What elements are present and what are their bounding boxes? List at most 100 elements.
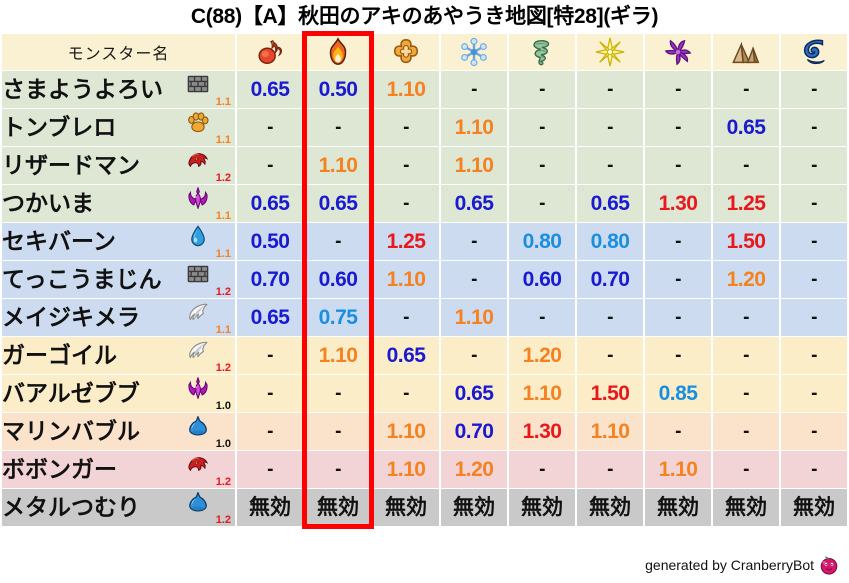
resistance-cell-earth: - — [713, 413, 779, 450]
resistance-cell-dark: 0.85 — [645, 375, 711, 412]
table-row: セキバーン 1.1 0.50-1.25-0.80 0.80-1.50- — [2, 223, 847, 260]
monster-family-badge: 1.2 — [185, 263, 231, 298]
resistance-cell-dark: - — [645, 71, 711, 108]
resistance-cell-light: - — [577, 109, 643, 146]
monster-family-badge: 1.2 — [185, 339, 231, 374]
dragon-head-icon — [187, 453, 209, 475]
monster-name-cell[interactable]: リザードマン 1.2 — [2, 147, 235, 184]
resistance-cell-wind: 1.20 — [509, 337, 575, 374]
resistance-cell-light: - — [577, 71, 643, 108]
blue-slime-icon — [187, 415, 209, 437]
monster-name-cell[interactable]: メイジキメラ 1.1 — [2, 299, 235, 336]
column-header-flame — [305, 34, 371, 70]
resistance-cell-water: - — [781, 299, 847, 336]
resistance-cell-meteor: - — [237, 337, 303, 374]
resistance-cell-wind: - — [509, 185, 575, 222]
white-wing-icon — [187, 339, 209, 361]
monster-version-label: 1.2 — [215, 286, 231, 298]
resistance-cell-wind: - — [509, 299, 575, 336]
monster-name-label: バアルゼブブ — [2, 380, 140, 406]
monster-family-badge: 1.1 — [185, 73, 231, 108]
brick-wall-icon — [187, 263, 209, 285]
resistance-cell-meteor: 0.50 — [237, 223, 303, 260]
water-drop-icon — [187, 225, 209, 247]
monster-name-cell[interactable]: メタルつむり 1.2 — [2, 489, 235, 526]
monster-version-label: 1.1 — [215, 134, 231, 146]
resistance-cell-water: - — [781, 413, 847, 450]
resistance-cell-light: - — [577, 147, 643, 184]
resistance-cell-flame: 0.50 — [305, 71, 371, 108]
resistance-cell-ice: - — [441, 223, 507, 260]
resistance-cell-ice: 1.10 — [441, 147, 507, 184]
monster-name-label: さまようよろい — [2, 76, 163, 102]
resistance-cell-light: - — [577, 299, 643, 336]
demon-trident-icon — [187, 376, 209, 400]
resistance-cell-blast: 1.25 — [373, 223, 439, 260]
resistance-cell-dark: - — [645, 337, 711, 374]
monster-name-cell[interactable]: トンブレロ 1.1 — [2, 109, 235, 146]
monster-name-cell[interactable]: つかいま 1.1 — [2, 185, 235, 222]
resistance-cell-flame: 0.65 — [305, 185, 371, 222]
resistance-cell-meteor: 0.65 — [237, 71, 303, 108]
column-header-monster-name: モンスター名 — [2, 34, 235, 70]
resistance-cell-blast: 0.65 — [373, 337, 439, 374]
table-row: ボボンガー 1.2- -1.10 1.20- -1.10- - — [2, 451, 847, 488]
column-header-blast — [373, 34, 439, 70]
table-row: メタルつむり 1.2 無効 無効 無効 無効 無効 無効 無効 無効 無効 — [2, 489, 847, 526]
white-wing-icon — [187, 301, 209, 323]
resistance-cell-light: - — [577, 337, 643, 374]
resistance-cell-earth: - — [713, 451, 779, 488]
resistance-cell-wind: - — [509, 147, 575, 184]
resistance-cell-dark: - — [645, 147, 711, 184]
resistance-cell-light: 0.80 — [577, 223, 643, 260]
resistance-cell-ice: 1.20 — [441, 451, 507, 488]
resistance-cell-meteor: 無効 — [237, 489, 303, 526]
monster-name-cell[interactable]: さまようよろい 1.1 — [2, 71, 235, 108]
monster-name-cell[interactable]: ガーゴイル 1.2 — [2, 337, 235, 374]
table-row: マリンバブル 1.0- -1.10 0.70 1.30 1.10- - - — [2, 413, 847, 450]
table-header-row: モンスター名 — [2, 34, 847, 70]
resistance-cell-light: 0.70 — [577, 261, 643, 298]
monster-family-badge: 1.0 — [185, 376, 231, 412]
resistance-cell-flame: - — [305, 375, 371, 412]
monster-name-cell[interactable]: マリンバブル 1.0 — [2, 413, 235, 450]
fire-meteor-icon — [255, 37, 285, 67]
resistance-cell-meteor: 0.70 — [237, 261, 303, 298]
dark-swirl-icon — [663, 37, 693, 67]
resistance-cell-blast: - — [373, 299, 439, 336]
column-header-dark — [645, 34, 711, 70]
resistance-cell-wind: 0.80 — [509, 223, 575, 260]
resistance-cell-water: - — [781, 451, 847, 488]
resistance-cell-blast: - — [373, 109, 439, 146]
resistance-cell-earth: - — [713, 71, 779, 108]
resistance-cell-water: - — [781, 185, 847, 222]
paw-print-icon — [187, 111, 209, 133]
resistance-cell-meteor: 0.65 — [237, 185, 303, 222]
resistance-cell-dark: - — [645, 109, 711, 146]
resistance-cell-dark: 無効 — [645, 489, 711, 526]
resistance-cell-ice: - — [441, 337, 507, 374]
monster-family-badge: 1.1 — [185, 225, 231, 260]
monster-name-cell[interactable]: バアルゼブブ 1.0 — [2, 375, 235, 412]
resistance-cell-water: - — [781, 223, 847, 260]
monster-version-label: 1.2 — [215, 172, 231, 184]
monster-name-cell[interactable]: てっこうまじん 1.2 — [2, 261, 235, 298]
monster-version-label: 1.1 — [215, 324, 231, 336]
column-header-earth — [713, 34, 779, 70]
monster-family-badge: 1.1 — [185, 111, 231, 146]
resistance-cell-flame: 0.60 — [305, 261, 371, 298]
monster-name-cell[interactable]: ボボンガー 1.2 — [2, 451, 235, 488]
monster-family-badge: 1.2 — [185, 149, 231, 184]
resistance-cell-earth: 0.65 — [713, 109, 779, 146]
monster-name-cell[interactable]: セキバーン 1.1 — [2, 223, 235, 260]
resistance-cell-blast: - — [373, 185, 439, 222]
monster-name-label: メタルつむり — [2, 494, 140, 520]
resistance-cell-meteor: - — [237, 451, 303, 488]
resistance-cell-water: - — [781, 375, 847, 412]
monster-version-label: 1.2 — [215, 362, 231, 374]
monster-name-label: トンブレロ — [2, 114, 117, 140]
resistance-cell-water: - — [781, 71, 847, 108]
column-header-water — [781, 34, 847, 70]
resistance-cell-flame: 0.75 — [305, 299, 371, 336]
monster-version-label: 1.1 — [215, 210, 231, 222]
